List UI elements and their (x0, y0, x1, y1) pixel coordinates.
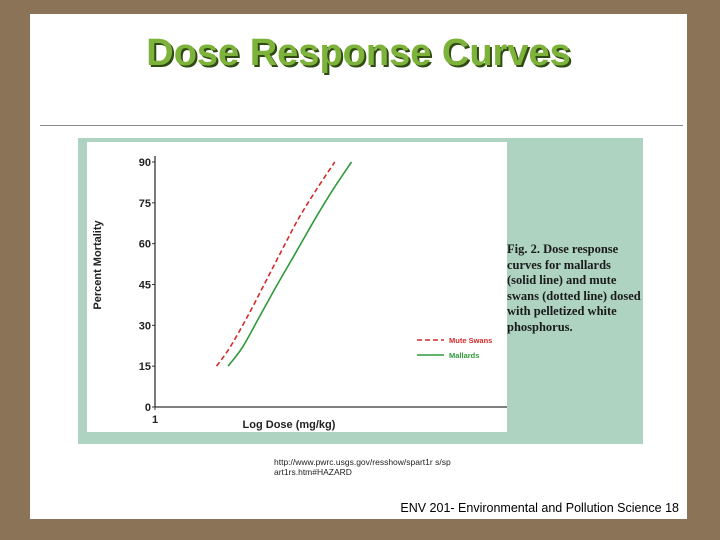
series-line-mallards (227, 161, 353, 367)
y-tick-label: 45 (139, 280, 151, 292)
y-tick-label: 0 (145, 402, 151, 414)
legend-label-mute-swans: Mute Swans (449, 336, 492, 345)
figure-caption: Fig. 2. Dose response curves for mallard… (507, 242, 641, 334)
series-line-mute-swans (215, 161, 336, 367)
y-axis-label: Percent Mortality (92, 219, 104, 309)
y-tick-label: 90 (139, 157, 151, 169)
title-divider (40, 125, 683, 126)
slide-footer: ENV 201- Environmental and Pollution Sci… (400, 501, 679, 515)
y-tick-label: 60 (139, 239, 151, 251)
y-tick-label: 30 (139, 320, 151, 332)
plot-background (87, 142, 507, 432)
y-tick-label: 75 (139, 198, 151, 210)
slide-title: Dose Response Curves (146, 32, 571, 74)
legend-label-mallards: Mallards (449, 351, 479, 360)
x-tick-label: 1 (152, 414, 158, 426)
y-tick-label: 15 (139, 361, 151, 373)
x-axis-label: Log Dose (mg/kg) (243, 419, 336, 431)
source-url[interactable]: http://www.pwrc.usgs.gov/resshow/spart1r… (274, 457, 451, 477)
slide: Dose Response Curves 0153045607590110 Mu… (30, 14, 687, 519)
